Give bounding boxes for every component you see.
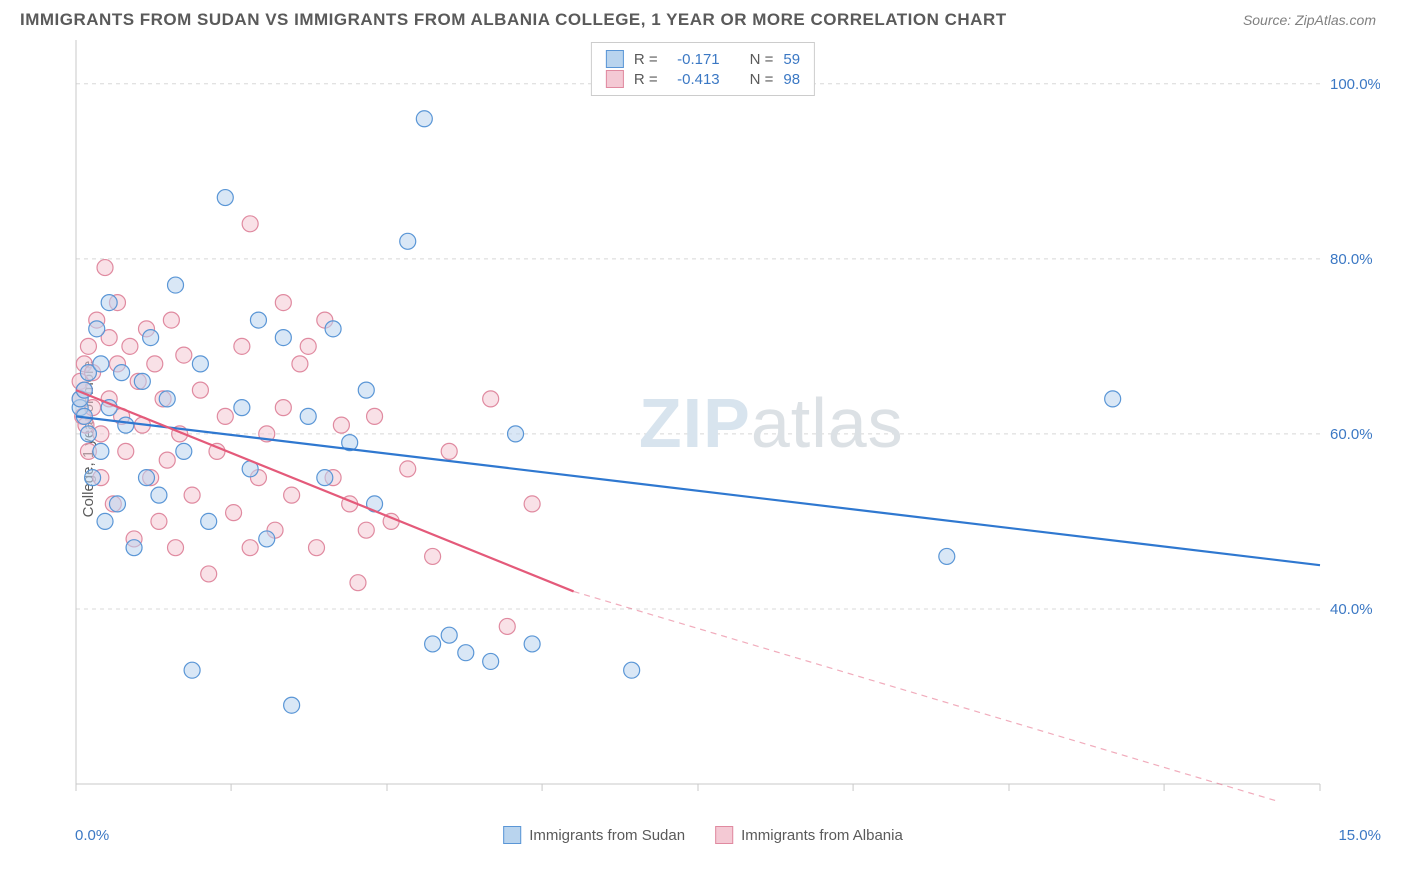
n-label: N = bbox=[750, 71, 774, 88]
legend-item: Immigrants from Sudan bbox=[503, 826, 685, 844]
svg-text:60.0%: 60.0% bbox=[1330, 426, 1373, 443]
legend-swatch bbox=[503, 826, 521, 844]
r-value: -0.413 bbox=[668, 71, 720, 88]
chart-area: College, 1 year or more ZIPatlas R =-0.1… bbox=[20, 34, 1386, 844]
scatter-plot: 40.0% 60.0% 80.0% 100.0% bbox=[70, 34, 1380, 814]
legend-label: Immigrants from Albania bbox=[741, 827, 903, 844]
r-label: R = bbox=[634, 51, 658, 68]
n-value: 98 bbox=[783, 71, 800, 88]
x-axis-min-label: 0.0% bbox=[75, 827, 109, 844]
r-value: -0.171 bbox=[668, 51, 720, 68]
stats-swatch bbox=[606, 70, 624, 88]
n-label: N = bbox=[750, 51, 774, 68]
n-value: 59 bbox=[783, 51, 800, 68]
legend-swatch bbox=[715, 826, 733, 844]
svg-text:100.0%: 100.0% bbox=[1330, 76, 1380, 93]
stats-row: R = -0.171 N = 59 bbox=[606, 49, 800, 69]
correlation-stats-box: R = -0.171 N = 59 R = -0.413 N = 98 bbox=[591, 42, 815, 96]
legend-label: Immigrants from Sudan bbox=[529, 827, 685, 844]
svg-text:40.0%: 40.0% bbox=[1330, 601, 1373, 618]
legend: Immigrants from Sudan Immigrants from Alb… bbox=[503, 826, 903, 844]
stats-swatch bbox=[606, 50, 624, 68]
stats-row: R = -0.413 N = 98 bbox=[606, 69, 800, 89]
chart-title: IMMIGRANTS FROM SUDAN VS IMMIGRANTS FROM… bbox=[20, 10, 1386, 30]
chart-container: IMMIGRANTS FROM SUDAN VS IMMIGRANTS FROM… bbox=[0, 0, 1406, 892]
r-label: R = bbox=[634, 71, 658, 88]
svg-text:80.0%: 80.0% bbox=[1330, 251, 1373, 268]
source-label: Source: ZipAtlas.com bbox=[1243, 12, 1376, 28]
x-axis-max-label: 15.0% bbox=[1338, 827, 1381, 844]
legend-item: Immigrants from Albania bbox=[715, 826, 903, 844]
